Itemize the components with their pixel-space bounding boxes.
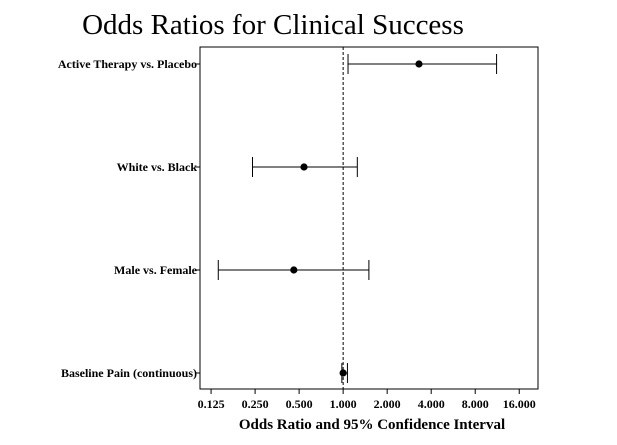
x-axis: 0.125 0.250 0.500 1.000 2.000 4.000 8.000 16.00…: [198, 389, 536, 411]
plot-frame: [199, 46, 539, 390]
x-axis-label: Odds Ratio and 95% Confidence Interval: [239, 417, 505, 433]
forest-row: Baseline Pain (continuous): [61, 363, 348, 383]
x-tick-label: 16.000: [503, 397, 536, 411]
forest-row: Active Therapy vs. Placebo: [58, 54, 498, 74]
x-tick-label: 0.125: [198, 397, 225, 411]
chart-title: Odds Ratios for Clinical Success: [82, 9, 464, 41]
row-label: Male vs. Female: [114, 263, 198, 277]
point-estimate: [300, 163, 308, 171]
point-estimate: [290, 266, 298, 274]
row-label: White vs. Black: [117, 160, 198, 174]
row-label: Active Therapy vs. Placebo: [58, 57, 197, 71]
x-tick-label: 8.000: [462, 397, 489, 411]
x-tick-label: 2.000: [374, 397, 401, 411]
forest-row: Male vs. Female: [114, 260, 370, 280]
x-tick-label: 0.500: [286, 397, 313, 411]
point-estimate: [339, 369, 347, 377]
rows-layer: Active Therapy vs. Placebo White vs. Blac…: [58, 54, 498, 383]
point-estimate: [415, 60, 423, 68]
x-tick-label: 1.000: [330, 397, 357, 411]
x-tick-label: 0.250: [242, 397, 269, 411]
x-tick-label: 4.000: [418, 397, 445, 411]
forest-row: White vs. Black: [117, 157, 358, 177]
row-label: Baseline Pain (continuous): [61, 366, 197, 380]
